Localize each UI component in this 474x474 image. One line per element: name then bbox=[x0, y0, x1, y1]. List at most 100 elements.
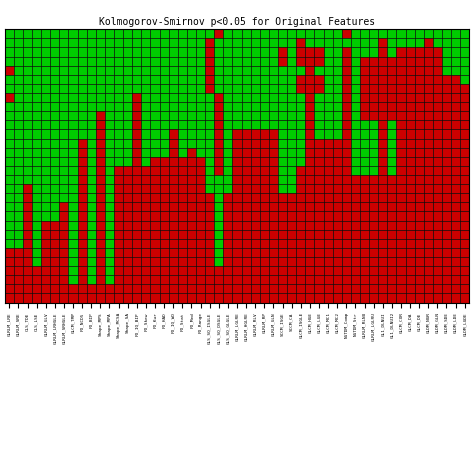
Bar bbox=[333, 29, 342, 38]
Bar bbox=[405, 75, 415, 84]
Bar bbox=[78, 175, 87, 184]
Bar bbox=[351, 266, 360, 275]
Bar bbox=[78, 38, 87, 47]
Bar bbox=[114, 93, 123, 102]
Bar bbox=[59, 75, 69, 84]
Bar bbox=[305, 138, 314, 148]
Bar bbox=[205, 220, 214, 230]
Bar bbox=[278, 120, 287, 129]
Bar bbox=[69, 138, 78, 148]
Bar bbox=[396, 166, 405, 175]
Bar bbox=[160, 184, 169, 193]
Bar bbox=[269, 175, 278, 184]
Bar bbox=[260, 248, 269, 257]
Bar bbox=[269, 129, 278, 138]
Bar bbox=[333, 275, 342, 284]
Bar bbox=[287, 211, 296, 220]
Bar bbox=[305, 38, 314, 47]
Bar bbox=[32, 129, 41, 138]
Bar bbox=[96, 220, 105, 230]
Bar bbox=[287, 47, 296, 56]
Bar bbox=[324, 138, 333, 148]
Bar bbox=[78, 56, 87, 66]
Bar bbox=[105, 93, 114, 102]
Bar bbox=[196, 211, 205, 220]
Bar bbox=[405, 230, 415, 239]
Bar bbox=[314, 202, 324, 211]
Bar bbox=[324, 239, 333, 248]
Bar bbox=[69, 47, 78, 56]
Bar bbox=[50, 84, 59, 93]
Bar bbox=[442, 138, 451, 148]
Bar bbox=[451, 220, 460, 230]
Bar bbox=[251, 84, 260, 93]
Bar bbox=[242, 93, 251, 102]
Bar bbox=[214, 202, 223, 211]
Bar bbox=[460, 184, 469, 193]
Bar bbox=[242, 148, 251, 157]
Bar bbox=[396, 175, 405, 184]
Bar bbox=[251, 275, 260, 284]
Bar bbox=[369, 166, 378, 175]
Bar bbox=[405, 211, 415, 220]
Bar bbox=[96, 257, 105, 266]
Bar bbox=[205, 202, 214, 211]
Bar bbox=[451, 284, 460, 293]
Bar bbox=[433, 220, 442, 230]
Bar bbox=[433, 120, 442, 129]
Bar bbox=[405, 38, 415, 47]
Bar bbox=[114, 293, 123, 302]
Bar bbox=[150, 56, 160, 66]
Bar bbox=[223, 129, 232, 138]
Bar bbox=[460, 257, 469, 266]
Bar bbox=[32, 230, 41, 239]
Bar bbox=[387, 138, 396, 148]
Bar bbox=[287, 38, 296, 47]
Bar bbox=[387, 157, 396, 166]
Bar bbox=[141, 193, 150, 202]
Bar bbox=[278, 275, 287, 284]
Bar bbox=[232, 102, 242, 111]
Bar bbox=[287, 129, 296, 138]
Bar bbox=[78, 284, 87, 293]
Bar bbox=[378, 275, 387, 284]
Bar bbox=[132, 129, 141, 138]
Bar bbox=[105, 84, 114, 93]
Bar bbox=[41, 230, 50, 239]
Bar bbox=[196, 148, 205, 157]
Bar bbox=[41, 184, 50, 193]
Bar bbox=[141, 120, 150, 129]
Bar bbox=[333, 38, 342, 47]
Bar bbox=[269, 148, 278, 157]
Bar bbox=[433, 211, 442, 220]
Bar bbox=[242, 120, 251, 129]
Bar bbox=[32, 193, 41, 202]
Bar bbox=[105, 284, 114, 293]
Bar bbox=[150, 84, 160, 93]
Bar bbox=[351, 284, 360, 293]
Bar bbox=[41, 75, 50, 84]
Bar bbox=[333, 166, 342, 175]
Bar bbox=[405, 56, 415, 66]
Bar bbox=[123, 66, 132, 75]
Bar bbox=[424, 66, 433, 75]
Bar bbox=[378, 129, 387, 138]
Bar bbox=[405, 202, 415, 211]
Bar bbox=[360, 120, 369, 129]
Bar bbox=[369, 93, 378, 102]
Bar bbox=[251, 184, 260, 193]
Bar bbox=[415, 275, 424, 284]
Bar bbox=[433, 275, 442, 284]
Bar bbox=[187, 29, 196, 38]
Bar bbox=[405, 111, 415, 120]
Bar bbox=[69, 29, 78, 38]
Bar bbox=[150, 193, 160, 202]
Bar bbox=[287, 166, 296, 175]
Bar bbox=[96, 211, 105, 220]
Bar bbox=[451, 275, 460, 284]
Bar bbox=[87, 129, 96, 138]
Bar bbox=[387, 75, 396, 84]
Bar bbox=[123, 293, 132, 302]
Bar bbox=[150, 284, 160, 293]
Bar bbox=[196, 84, 205, 93]
